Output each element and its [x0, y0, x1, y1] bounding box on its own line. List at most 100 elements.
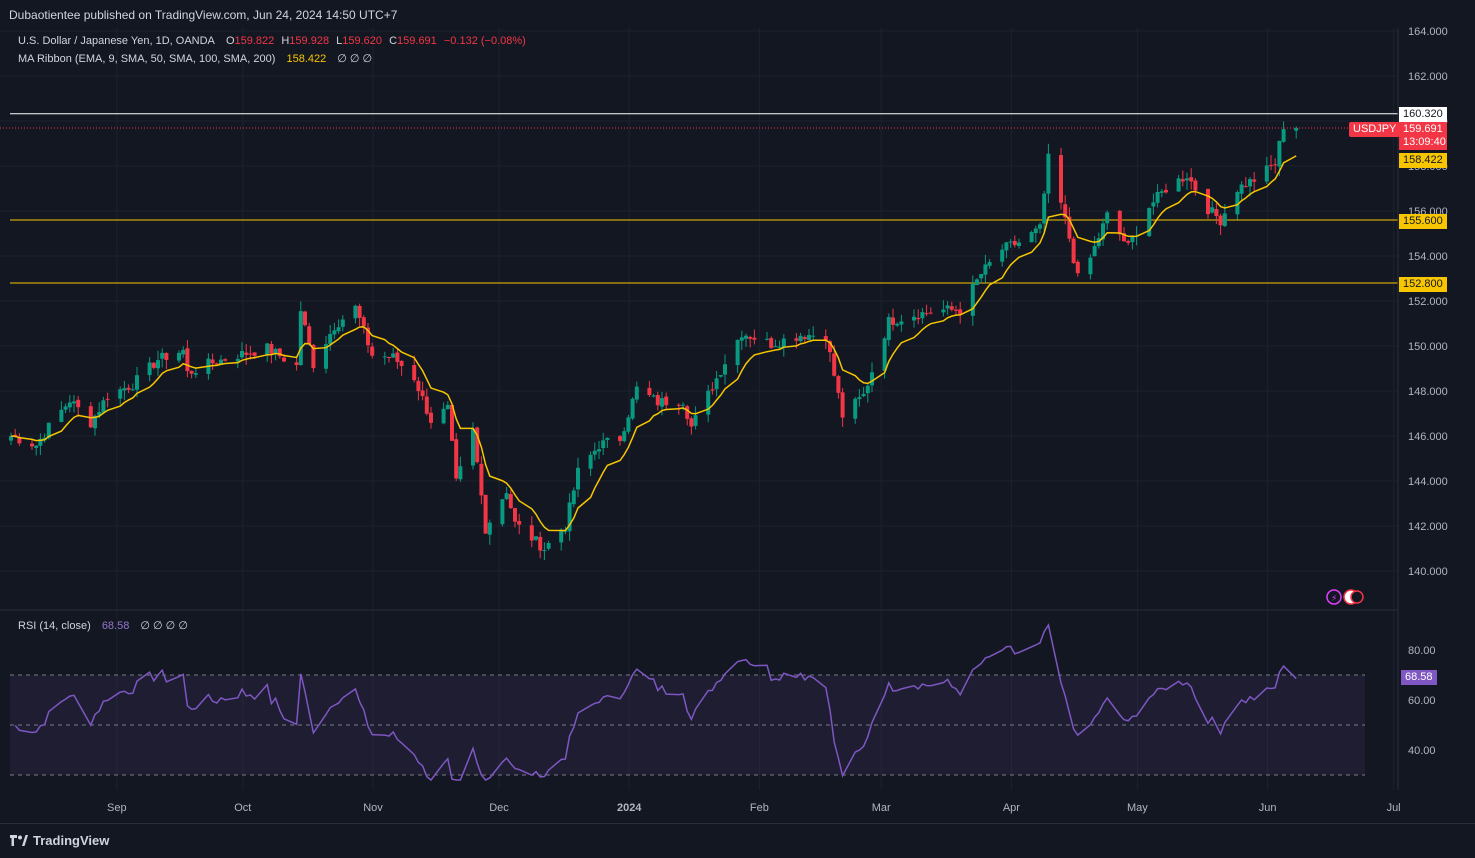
candle-body [1206, 188, 1210, 215]
candle-body [1012, 240, 1017, 246]
candle-body [324, 344, 328, 369]
candle-body [1046, 153, 1051, 194]
candle-body [1214, 209, 1219, 217]
candle-body [151, 362, 156, 368]
candle-body [265, 343, 270, 356]
tradingview-brand[interactable]: TradingView [10, 833, 109, 848]
candle-body [160, 352, 165, 359]
low-label: L [336, 35, 343, 47]
candle-body [63, 406, 68, 410]
candle-body [1252, 179, 1257, 182]
candle-body [1063, 204, 1068, 218]
candle-body [1277, 140, 1282, 167]
symbol-tag: USDJPY [1349, 122, 1401, 137]
candle-body [219, 359, 223, 365]
candle-body [1243, 186, 1248, 188]
rsi-line [14, 623, 1297, 782]
open-label: O [225, 35, 235, 47]
candle-body [546, 543, 551, 549]
candle-body [1042, 193, 1047, 224]
candle-body [576, 467, 580, 490]
candle-body [949, 306, 954, 310]
candle-body [979, 274, 984, 279]
candle-body [118, 389, 123, 399]
candle-body [424, 396, 429, 414]
candle-body [500, 499, 505, 525]
high-value: 159.928 [289, 35, 330, 47]
candle-body [685, 406, 690, 419]
candle-body [588, 454, 593, 469]
candle-body [1155, 191, 1160, 203]
candle-body [912, 316, 916, 321]
candle-body [630, 398, 635, 419]
candle-body [891, 317, 895, 325]
price-tick-label: 144.000 [1408, 476, 1448, 488]
candle-body [534, 536, 538, 540]
candle-body [597, 449, 601, 452]
candle-body [248, 353, 253, 355]
candle-body [853, 398, 858, 419]
ma-ribbon-line [10, 155, 1297, 532]
candle-body [240, 350, 244, 358]
time-tick-label: Oct [234, 802, 251, 814]
candle-body [1088, 257, 1093, 275]
candle-body [538, 536, 543, 551]
candle-body [1101, 223, 1105, 240]
candle-body [832, 353, 837, 376]
candle-body [311, 344, 316, 369]
candle-body [9, 436, 13, 441]
candle-body [781, 338, 786, 348]
candle-body [164, 353, 169, 360]
candle-body [193, 373, 198, 375]
candle-body [370, 346, 375, 356]
candle-body [706, 390, 711, 415]
event-icons: ⚡ [1326, 589, 1364, 605]
candle-body [181, 349, 186, 355]
candle-body [1004, 242, 1009, 251]
rsi-label: RSI (14, close) [18, 620, 91, 632]
ma-tag: 158.422 [1399, 153, 1447, 168]
time-axis: Sep Oct Nov Dec 2024 Feb Mar Apr May Jun Jul [107, 802, 1401, 814]
last-price-value: 159.691 [1403, 123, 1443, 135]
candle-body [681, 404, 685, 406]
time-tick-label: Apr [1003, 802, 1020, 814]
candle-body [101, 400, 106, 413]
candle-body [294, 362, 299, 366]
candle-body [861, 393, 866, 397]
candle-body [920, 312, 925, 319]
candle-body [147, 362, 152, 376]
candle-body [895, 323, 900, 326]
candle-body [865, 385, 870, 394]
candle-body [126, 387, 131, 390]
candle-body [954, 309, 958, 311]
candle-body [1126, 240, 1131, 243]
candle-body [1075, 261, 1080, 274]
candle-body [458, 466, 463, 480]
candle-body [17, 437, 22, 444]
candle-body [395, 352, 400, 362]
candle-body [807, 334, 811, 340]
candle-body [769, 338, 774, 348]
candle-body [97, 411, 102, 416]
candle-body [1151, 202, 1156, 207]
candle-body [93, 415, 97, 429]
candle-body [340, 319, 345, 327]
candle-body [634, 386, 639, 400]
ma-value: 158.422 [286, 53, 327, 65]
ma-label: MA Ribbon (EMA, 9, SMA, 50, SMA, 100, SM… [18, 53, 276, 65]
rsi-tick-label: 40.00 [1408, 745, 1436, 757]
candle-body [622, 431, 627, 442]
candle-body [1029, 232, 1034, 243]
symbol-title: U.S. Dollar / Japanese Yen, 1D, OANDA [18, 35, 215, 47]
tradingview-logo-icon [10, 835, 28, 846]
candle-body [67, 402, 72, 408]
candle-body [1294, 127, 1299, 131]
candle-body [1164, 189, 1168, 193]
chart-canvas[interactable]: 140.000 142.000 144.000 146.000 148.000 150.0… [0, 0, 1475, 823]
time-tick-label: Sep [107, 802, 127, 814]
candle-body [601, 440, 606, 449]
candle-body [76, 399, 81, 408]
candle-body [1281, 129, 1286, 142]
candle-body [651, 395, 656, 397]
price-tick-label: 146.000 [1408, 431, 1448, 443]
